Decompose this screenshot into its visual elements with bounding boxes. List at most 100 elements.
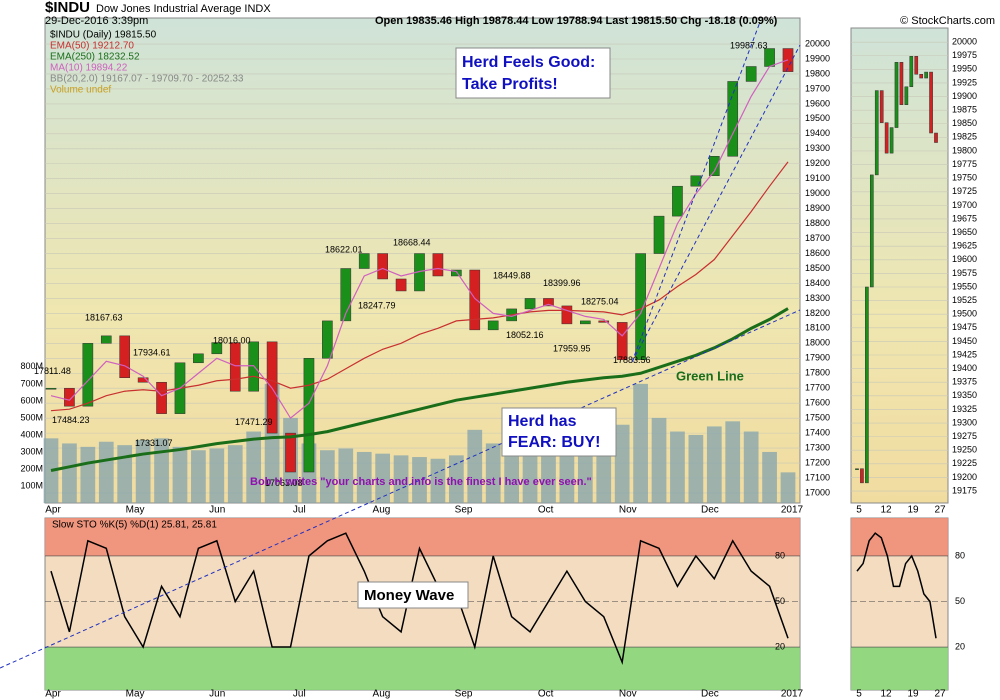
x-tick-label: Jul xyxy=(293,505,306,516)
x-tick-label: Dec xyxy=(701,689,719,700)
volume-bar xyxy=(541,446,556,503)
indicator-line xyxy=(50,307,789,472)
date: 29-Dec-2016 3:39pm xyxy=(45,15,148,27)
x-tick-label: Nov xyxy=(619,689,637,700)
volume-bar xyxy=(633,383,648,503)
volume-bar xyxy=(356,451,372,503)
volume-bar xyxy=(743,431,759,503)
x-tick-label: 5 xyxy=(856,689,862,700)
legend-entry: BB(20,2.0) 19167.07 - 19709.70 - 20252.3… xyxy=(50,74,244,85)
sto-line xyxy=(856,532,937,639)
y-tick-label: 19475 xyxy=(952,322,977,332)
candle xyxy=(100,335,112,344)
candle xyxy=(45,387,57,390)
volume-bar xyxy=(412,457,427,503)
candle xyxy=(193,353,204,364)
y-tick-label: 17600 xyxy=(805,398,830,408)
source: © StockCharts.com xyxy=(900,15,995,27)
trend-line xyxy=(0,309,801,669)
candle xyxy=(598,320,610,323)
candle xyxy=(894,62,899,128)
candle xyxy=(672,185,683,217)
indicator-line xyxy=(50,161,789,412)
y-tick-label: 19825 xyxy=(952,132,977,142)
y-tick-label: 19400 xyxy=(805,128,830,138)
volume-bar xyxy=(467,429,483,503)
y-tick-label: 19600 xyxy=(805,98,830,108)
price-label: 17934.61 xyxy=(133,347,171,357)
volume-bar xyxy=(706,426,722,503)
annotation: Herd has xyxy=(508,413,577,430)
x-tick-label: Oct xyxy=(538,505,554,516)
x-tick-label: May xyxy=(126,689,145,700)
candle xyxy=(377,253,388,280)
y-tick-label: 19525 xyxy=(952,295,977,305)
quote: Open 19835.46 High 19878.44 Low 19788.94… xyxy=(375,15,778,27)
candle xyxy=(879,90,884,123)
volume-bar xyxy=(117,445,133,503)
candle xyxy=(580,320,591,325)
y-tick-label: 19100 xyxy=(805,173,830,183)
price-label: 18167.63 xyxy=(85,313,123,323)
y-tick-label: 80 xyxy=(955,550,965,560)
sto-line xyxy=(50,532,789,666)
candle xyxy=(340,268,352,322)
y-tick-label: 19775 xyxy=(952,159,977,169)
y-tick-label: 19375 xyxy=(952,377,977,387)
candle xyxy=(395,278,407,292)
candle xyxy=(432,253,444,277)
candle xyxy=(469,269,481,331)
volume-bar xyxy=(246,431,262,503)
volume-tick-label: 300M xyxy=(20,446,43,456)
candle xyxy=(919,73,924,79)
y-tick-label: 19600 xyxy=(952,254,977,264)
volume-bar xyxy=(688,434,704,503)
volume-tick-label: 500M xyxy=(20,412,43,422)
candle xyxy=(860,468,864,484)
annotation: FEAR: BUY! xyxy=(508,434,600,451)
volume-bar xyxy=(485,443,501,503)
y-tick-label: 19625 xyxy=(952,241,977,251)
y-tick-label: 50 xyxy=(775,596,785,606)
y-tick-label: 19225 xyxy=(952,458,977,468)
y-tick-label: 17100 xyxy=(805,472,830,482)
volume-bar xyxy=(209,448,225,503)
candle xyxy=(229,342,241,392)
candle xyxy=(119,335,131,378)
y-tick-label: 17700 xyxy=(805,383,830,393)
y-tick-label: 18300 xyxy=(805,293,830,303)
volume-bar xyxy=(135,440,151,503)
y-tick-label: 19400 xyxy=(952,363,977,373)
volume-bar xyxy=(577,443,593,503)
price-label: 18275.04 xyxy=(581,297,619,307)
volume-tick-label: 400M xyxy=(20,429,43,439)
volume-tick-label: 100M xyxy=(20,480,43,490)
x-tick-label: 5 xyxy=(856,505,862,516)
y-tick-label: 19675 xyxy=(952,213,977,223)
oversold-zone xyxy=(851,647,948,690)
volume-bar xyxy=(172,446,188,503)
volume-tick-label: 800M xyxy=(20,361,43,371)
x-tick-label: Sep xyxy=(455,689,473,700)
candle xyxy=(616,322,628,361)
volume-bar xyxy=(154,438,169,503)
candle xyxy=(929,71,933,134)
candle xyxy=(322,320,333,359)
candle xyxy=(303,358,315,473)
candle xyxy=(487,320,499,331)
price-label: 18016.00 xyxy=(213,335,251,345)
volume-bar xyxy=(320,450,335,503)
callout xyxy=(455,47,611,99)
volume-bar xyxy=(98,441,114,503)
x-tick-label: Jun xyxy=(209,689,225,700)
y-tick-label: 18700 xyxy=(805,233,830,243)
candle xyxy=(211,342,223,355)
volume-bar xyxy=(62,443,77,503)
volume-tick-label: 200M xyxy=(20,463,43,473)
candle xyxy=(690,175,702,187)
volume-bar xyxy=(651,417,667,503)
volume-bar xyxy=(227,445,243,503)
